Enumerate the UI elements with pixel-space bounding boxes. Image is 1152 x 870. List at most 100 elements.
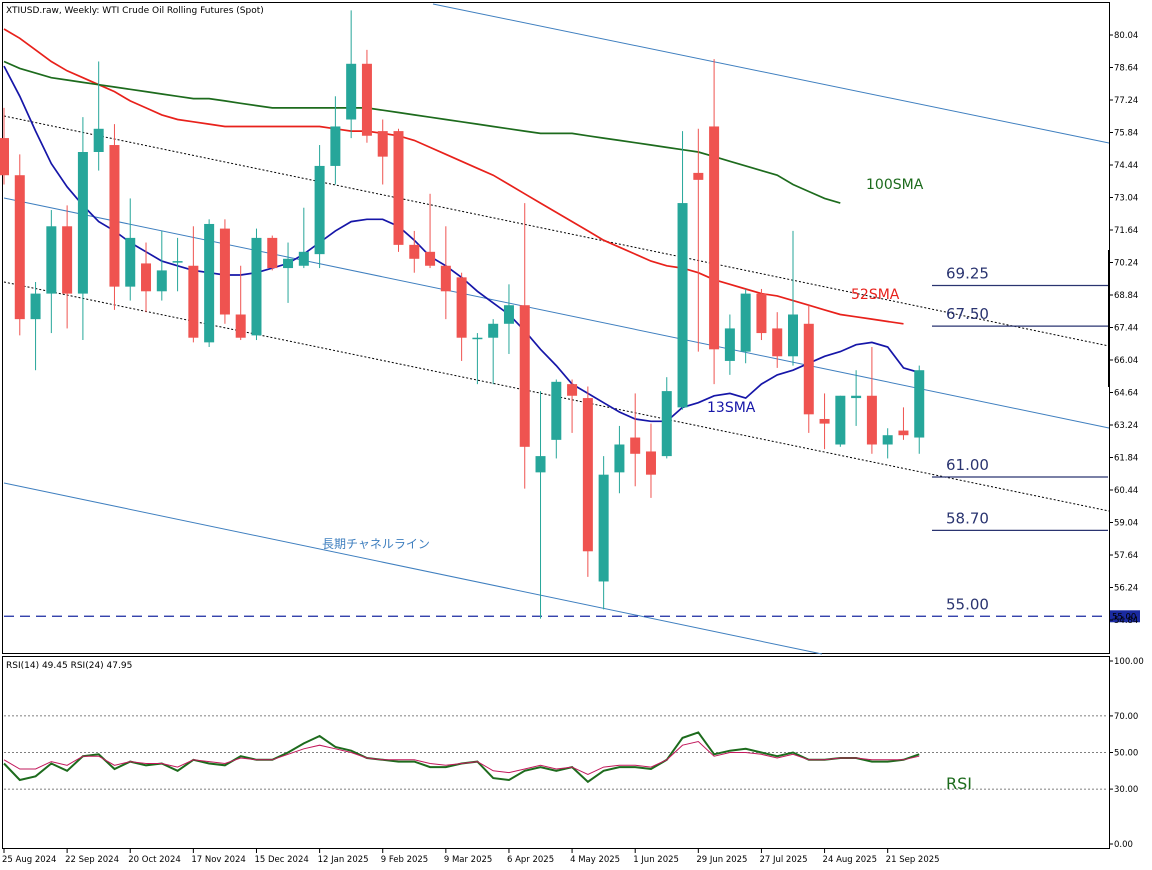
candle-body: [125, 237, 136, 287]
candle-body: [409, 244, 420, 259]
candle-body: [614, 444, 625, 473]
candle-body: [30, 293, 41, 320]
candle-body: [298, 251, 309, 266]
price-tick-label: 80.04: [1114, 31, 1138, 41]
time-tick-label: 6 Apr 2025: [507, 855, 554, 865]
price-scale-marker: [1108, 250, 1110, 387]
rsi-tick-label: 30.00: [1114, 785, 1138, 795]
rsi-annotation: RSI: [946, 774, 972, 793]
time-tick-label: 22 Sep 2024: [65, 855, 119, 865]
level-label: 61.00: [946, 456, 989, 474]
candle-body: [645, 451, 656, 475]
candle-body: [551, 381, 562, 440]
candle-body: [472, 337, 483, 340]
sma52-line: [3, 28, 904, 325]
chart-title: XTIUSD.raw, Weekly: WTI Crude Oil Rollin…: [6, 6, 264, 16]
candle-body: [283, 258, 294, 269]
candle-body: [251, 237, 262, 336]
candle-body: [803, 323, 814, 415]
candle-body: [0, 138, 9, 176]
price-tick-label: 71.64: [1114, 226, 1138, 236]
level-label: 58.70: [946, 509, 989, 527]
candle-body: [425, 251, 436, 266]
support-resistance-levels: 69.25 67.50 61.00 58.70 55.00 55.00: [4, 264, 1140, 623]
sma100-line: [3, 60, 841, 204]
sma13-label: 13SMA: [707, 400, 756, 416]
channel-lower-line: [3, 482, 823, 655]
price-tick-label: 77.24: [1114, 96, 1138, 106]
price-tick-label: 70.24: [1114, 259, 1138, 269]
time-tick-label: 17 Nov 2024: [191, 855, 245, 865]
candle-body: [93, 128, 104, 152]
candle-body: [456, 277, 467, 338]
time-tick-label: 29 Jun 2025: [696, 855, 747, 865]
candle-body: [204, 223, 215, 343]
candle-body: [882, 435, 893, 445]
candle-body: [503, 305, 514, 324]
candle-body: [156, 270, 167, 292]
price-axis: 80.04 78.64 77.24 75.84 74.44 73.04 71.64 70.24…: [1109, 31, 1138, 626]
main-chart-frame: [2, 2, 1110, 654]
price-marker-label: 55.00: [1112, 612, 1136, 622]
price-tick-label: 74.44: [1114, 161, 1138, 171]
candle-body: [172, 261, 183, 263]
candle-body: [598, 474, 609, 582]
candle-body: [314, 165, 325, 255]
candle-body: [14, 175, 25, 320]
candle-body: [519, 305, 530, 447]
candle-body: [267, 237, 278, 269]
candle-body: [898, 430, 909, 436]
candle-body: [630, 437, 641, 454]
price-tick-label: 59.04: [1114, 519, 1138, 529]
level-label: 55.00: [946, 595, 989, 613]
price-tick-label: 73.04: [1114, 194, 1138, 204]
level-label: 69.25: [946, 264, 989, 282]
price-marker-box: [1110, 610, 1140, 623]
candle-body: [46, 226, 57, 294]
candle-body: [219, 228, 230, 315]
candle-body: [567, 384, 578, 396]
candle-body: [677, 203, 688, 408]
sma100-label: 100SMA: [866, 177, 924, 193]
price-tick-label: 68.84: [1114, 291, 1138, 301]
candle-body: [141, 263, 152, 292]
candle-body: [851, 395, 862, 399]
candle-body: [582, 398, 593, 552]
time-tick-label: 4 May 2025: [570, 855, 620, 865]
price-tick-label: 61.84: [1114, 454, 1138, 464]
sma52-label: 52SMA: [851, 287, 900, 303]
candle-body: [62, 226, 73, 294]
price-tick-label: 75.84: [1114, 129, 1138, 139]
time-tick-label: 9 Mar 2025: [444, 855, 492, 865]
time-tick-label: 20 Oct 2024: [128, 855, 181, 865]
time-tick-label: 12 Jan 2025: [318, 855, 369, 865]
rsi-tick-label: 50.00: [1114, 749, 1138, 759]
candle-body: [914, 370, 925, 438]
price-tick-label: 67.44: [1114, 324, 1138, 334]
price-tick-label: 54.84: [1114, 616, 1138, 626]
channel-dotted-upper: [3, 115, 1110, 347]
price-tick-label: 66.04: [1114, 356, 1138, 366]
candle-body: [77, 152, 88, 294]
candle-body: [693, 172, 704, 180]
candle-body: [740, 293, 751, 352]
price-tick-label: 78.64: [1114, 64, 1138, 74]
time-tick-label: 24 Aug 2025: [823, 855, 877, 865]
price-tick-label: 63.24: [1114, 421, 1138, 431]
candle-body: [724, 328, 735, 361]
candle-body: [346, 63, 357, 120]
candle-body: [756, 293, 767, 334]
sma13-line: [3, 65, 920, 423]
candle-body: [772, 328, 783, 357]
price-tick-label: 64.64: [1114, 389, 1138, 399]
candle-body: [440, 265, 451, 292]
candle-body: [709, 126, 720, 350]
candle-body: [393, 131, 404, 245]
channel-upper-line: [432, 3, 1110, 144]
level-label: 67.50: [946, 305, 989, 323]
candle-body: [188, 265, 199, 338]
time-tick-label: 1 Jun 2025: [633, 855, 679, 865]
price-tick-label: 56.24: [1114, 584, 1138, 594]
time-tick-label: 25 Aug 2024: [2, 855, 56, 865]
